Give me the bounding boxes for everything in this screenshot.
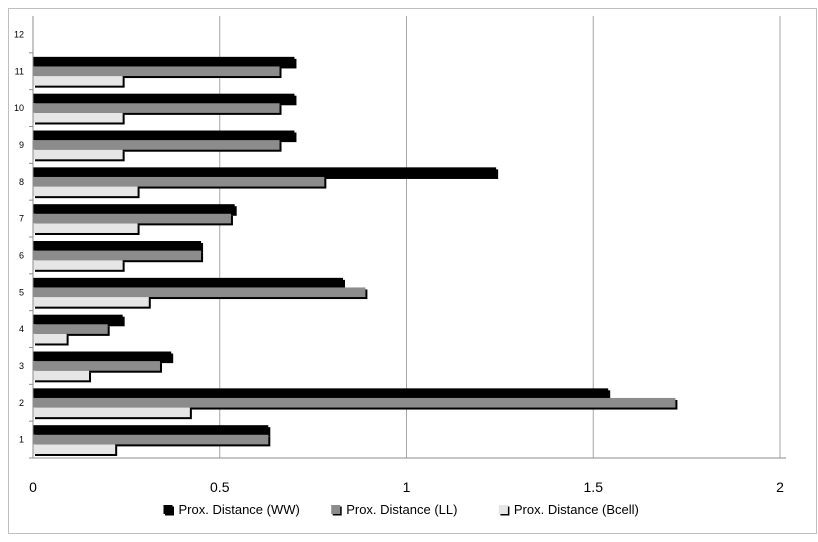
bar-ll bbox=[33, 361, 160, 371]
bar-bcell bbox=[33, 76, 123, 86]
bar-ll bbox=[33, 140, 280, 150]
legend-swatch bbox=[331, 505, 341, 514]
y-tick-label: 9 bbox=[19, 140, 24, 150]
bar-ll bbox=[33, 250, 202, 261]
y-tick-label: 6 bbox=[19, 250, 24, 260]
bar-ll bbox=[33, 287, 366, 298]
bar-ww bbox=[33, 204, 235, 214]
bar-ll bbox=[33, 213, 231, 224]
y-tick-label: 1 bbox=[19, 435, 24, 445]
bars bbox=[33, 56, 678, 456]
y-tick-label: 4 bbox=[19, 324, 24, 334]
y-tick-label: 3 bbox=[19, 361, 24, 371]
chart-border bbox=[8, 8, 817, 534]
bar-ww bbox=[33, 93, 295, 104]
bar-ll bbox=[33, 66, 280, 77]
grid-lines bbox=[219, 16, 781, 458]
y-tick-label: 12 bbox=[14, 29, 24, 39]
x-tick-label: 2 bbox=[776, 479, 784, 495]
legend-swatch bbox=[163, 505, 173, 514]
y-tick-label: 5 bbox=[19, 287, 24, 297]
bar-ww bbox=[33, 167, 497, 177]
bar-ww bbox=[33, 277, 344, 288]
bar-ww bbox=[33, 241, 202, 251]
bar-ww bbox=[33, 56, 295, 67]
bar-ll bbox=[33, 103, 280, 113]
bar-ww bbox=[33, 130, 295, 141]
bar-ww bbox=[33, 314, 123, 325]
bar-ll bbox=[33, 434, 269, 445]
x-tick-label: 1.5 bbox=[584, 479, 604, 495]
legend-swatch bbox=[498, 505, 508, 514]
bar-bcell bbox=[33, 112, 123, 123]
bar-ll bbox=[33, 176, 325, 187]
bar-bcell bbox=[33, 186, 138, 197]
y-tick-label: 2 bbox=[19, 398, 24, 408]
bar-bcell bbox=[33, 223, 138, 233]
y-tick-label: 8 bbox=[19, 177, 24, 187]
legend: Prox. Distance (WW) Prox. Distance (LL) Pr… bbox=[163, 502, 639, 517]
bar-bcell bbox=[33, 370, 90, 381]
legend-label: Prox. Distance (LL) bbox=[346, 502, 457, 517]
x-tick-label: 0 bbox=[29, 479, 37, 495]
x-tick-label: 0.5 bbox=[210, 479, 230, 495]
x-tick-label: 1 bbox=[403, 479, 411, 495]
bar-ll bbox=[33, 324, 108, 334]
bar-bcell bbox=[33, 297, 149, 307]
bar-ww bbox=[33, 388, 609, 398]
legend-label: Prox. Distance (WW) bbox=[179, 502, 300, 517]
bar-bcell bbox=[33, 333, 67, 344]
bar-ww bbox=[33, 425, 269, 435]
bar-ll bbox=[33, 397, 676, 408]
legend-label: Prox. Distance (Bcell) bbox=[514, 502, 639, 517]
y-tick-label: 11 bbox=[15, 66, 24, 76]
bar-bcell bbox=[33, 260, 123, 270]
bar-bcell bbox=[33, 149, 123, 160]
bar-bcell bbox=[33, 407, 190, 418]
y-tick-label: 7 bbox=[19, 214, 24, 224]
bar-bcell bbox=[33, 444, 116, 454]
bar-ww bbox=[33, 351, 172, 362]
y-tick-label: 10 bbox=[14, 103, 24, 113]
